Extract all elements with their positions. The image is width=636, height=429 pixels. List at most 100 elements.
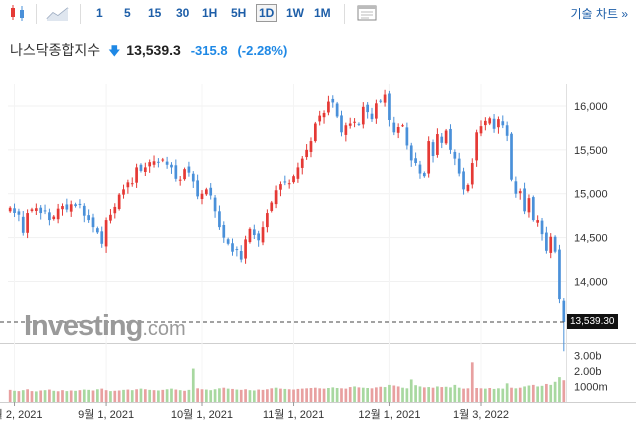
interval-1w-button[interactable]: 1W (286, 6, 304, 20)
interval-1d-button[interactable]: 1D (256, 4, 278, 22)
price-tick-label: 14,500 (574, 233, 608, 245)
candle-body (309, 141, 313, 152)
volume-bar (191, 368, 195, 402)
candle-body (87, 215, 90, 221)
candle-body (327, 101, 330, 113)
candle-body (396, 127, 400, 133)
volume-bar (26, 389, 29, 402)
time-tick-label: 11월 1, 2021 (263, 408, 324, 421)
instrument-name: 나스닥종합지수 (10, 42, 101, 58)
interval-1h-button[interactable]: 1H (202, 6, 218, 20)
candle-body (244, 239, 247, 259)
volume-bar (401, 387, 404, 402)
candle-body (231, 243, 234, 252)
price-change-percent: (-2.28%) (237, 43, 288, 58)
volume-bar (505, 383, 509, 402)
candle-body (357, 123, 361, 125)
price-tick-label: 16,000 (574, 101, 608, 113)
candle-body (165, 161, 169, 165)
toolbar-divider (344, 4, 345, 24)
volume-bar (231, 388, 234, 402)
volume-bar (165, 389, 169, 402)
volume-bar (91, 390, 95, 402)
candle-body (270, 202, 274, 211)
volume-bar (475, 388, 478, 402)
volume-bar (405, 388, 409, 402)
volume-bar (100, 388, 104, 402)
time-tick-label: 1월 3, 2022 (453, 408, 509, 421)
volume-bar (300, 388, 304, 402)
candle-body (414, 158, 417, 164)
candle-body (130, 183, 134, 185)
candle-body (48, 212, 51, 221)
volume-bar (78, 390, 82, 402)
interval-30-button[interactable]: 30 (176, 6, 190, 20)
volume-bar (126, 389, 130, 402)
candle-body (492, 118, 496, 129)
price-tick-label: 14,000 (574, 277, 608, 289)
candle-body (213, 197, 217, 212)
area-chart-type-icon[interactable] (46, 4, 70, 22)
volume-bar (553, 381, 557, 402)
volume-bar (392, 385, 396, 402)
time-tick-label: 12월 1, 2021 (358, 408, 420, 421)
volume-bar (361, 387, 365, 402)
volume-bar (157, 390, 160, 402)
interval-1m-button[interactable]: 1M (314, 6, 331, 20)
interval-1-button[interactable]: 1 (96, 6, 103, 20)
candle-body (536, 220, 540, 223)
candlestick-type-icon[interactable] (8, 4, 28, 22)
volume-bar (248, 390, 252, 402)
volume-bar (65, 391, 69, 402)
volume-bar (183, 390, 186, 402)
volume-bar (366, 388, 369, 402)
candle-body (135, 167, 138, 183)
interval-5-button[interactable]: 5 (124, 6, 131, 20)
volume-bar (96, 389, 99, 402)
volume-bar (305, 388, 308, 402)
volume-bar (174, 389, 178, 402)
volume-bar (462, 388, 465, 402)
candle-body (505, 125, 509, 136)
technical-chart-link[interactable]: 기술 차트 » (570, 7, 628, 21)
down-arrow-icon: 🡇 (108, 44, 121, 58)
candle-body (436, 134, 439, 155)
volume-bar (322, 388, 326, 402)
volume-bar (466, 388, 470, 402)
time-tick-label: 9월 1, 2021 (78, 408, 134, 421)
interval-15-button[interactable]: 15 (148, 6, 162, 20)
candle-body (239, 250, 243, 260)
candle-body (226, 239, 230, 244)
candle-body (388, 93, 391, 120)
candle-body (82, 205, 86, 216)
candle-body (30, 209, 34, 211)
candle-body (117, 194, 121, 210)
candle-body (74, 204, 77, 207)
price-change: -315.8 (190, 43, 228, 58)
volume-bar (235, 389, 239, 402)
volume-bar (558, 377, 561, 402)
candle-body (549, 236, 553, 253)
volume-bar (427, 387, 431, 402)
volume-bar (69, 390, 73, 402)
toolbar-divider (80, 4, 81, 24)
candle-body (8, 207, 12, 212)
candle-body (318, 115, 322, 122)
volume-bar (335, 388, 339, 402)
volume-tick-label: 2.00b (574, 366, 602, 378)
volume-bar (148, 389, 152, 402)
candle-body (514, 181, 518, 194)
volume-bar (13, 390, 16, 402)
chart-settings-icon[interactable] (356, 4, 378, 22)
interval-5h-button[interactable]: 5H (231, 6, 247, 20)
volume-bar (270, 388, 274, 402)
price-tick-label: 15,000 (574, 189, 608, 201)
volume-bar (549, 384, 553, 402)
candle-body (344, 125, 348, 135)
candle-body (17, 211, 21, 215)
candle-body (409, 145, 413, 161)
candle-body (527, 198, 531, 213)
candle-body (174, 165, 178, 179)
volume-bar (527, 385, 531, 402)
